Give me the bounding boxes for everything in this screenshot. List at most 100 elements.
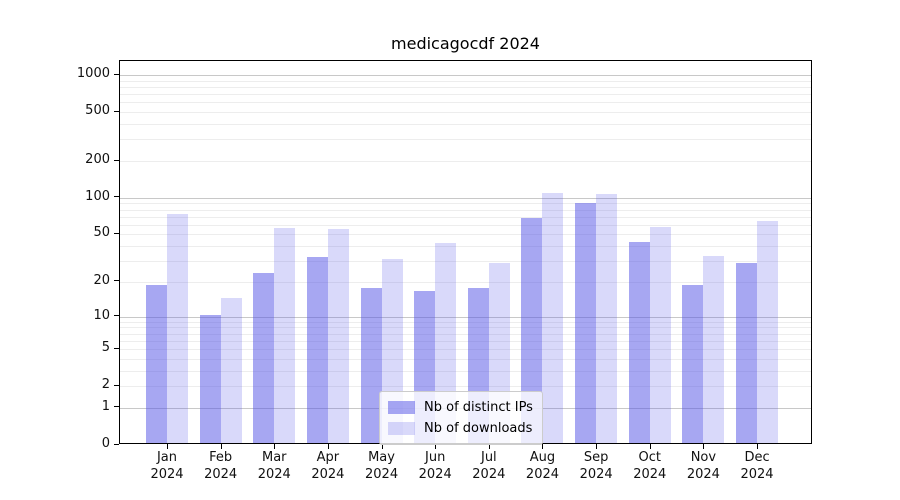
x-tick-label: Feb 2024 [189, 449, 253, 483]
x-tick-mark [167, 444, 168, 449]
gridline-minor [120, 102, 811, 104]
bar-distinct-ips [628, 241, 650, 443]
gridline-minor [120, 234, 811, 236]
x-tick-mark [703, 444, 705, 449]
bar-distinct-ips [736, 262, 758, 443]
x-tick-year: 2024 [257, 467, 291, 482]
x-tick-year: 2024 [633, 467, 667, 482]
legend-swatch-downloads [388, 422, 415, 435]
x-tick-label: Apr 2024 [296, 449, 360, 483]
gridline-minor [120, 358, 811, 360]
gridline-minor [120, 139, 811, 141]
gridline-minor [120, 203, 811, 205]
y-tick-mark [114, 159, 119, 161]
x-tick-year: 2024 [150, 467, 184, 482]
gridline-major [120, 75, 811, 77]
gridline-minor [120, 124, 811, 126]
x-tick-label: Mar 2024 [242, 449, 306, 483]
gridline-minor [120, 321, 811, 323]
legend: Nb of distinct IPs Nb of downloads [379, 391, 543, 445]
x-tick-year: 2024 [365, 467, 399, 482]
bar-distinct-ips [682, 285, 704, 443]
x-tick-label: Oct 2024 [618, 449, 682, 483]
bar-distinct-ips [360, 288, 382, 443]
gridline-minor [120, 224, 811, 226]
y-tick-mark [114, 196, 119, 198]
bar-downloads [649, 227, 671, 443]
y-tick-mark [114, 315, 119, 317]
gridline-minor [120, 80, 811, 82]
x-tick-mark [596, 444, 598, 449]
y-tick-mark [114, 232, 119, 234]
gridline-minor [120, 112, 811, 114]
x-tick-label: May 2024 [350, 449, 414, 483]
bar-distinct-ips [199, 314, 221, 443]
gridline-minor [120, 386, 811, 388]
bar-downloads [220, 298, 242, 443]
y-tick-label: 500 [85, 103, 110, 119]
legend-item-downloads: Nb of downloads [388, 418, 533, 439]
x-tick-label: Aug 2024 [510, 449, 574, 483]
x-tick-label: Dec 2024 [725, 449, 789, 483]
y-tick-label: 20 [93, 272, 110, 288]
gridline-minor [120, 281, 811, 283]
gridline-minor [120, 349, 811, 351]
bar-distinct-ips [521, 217, 543, 443]
x-tick-mark [220, 444, 222, 449]
x-tick-mark [381, 444, 383, 449]
y-tick-label: 200 [85, 152, 110, 168]
y-tick-label: 10 [93, 307, 110, 323]
y-tick-mark [114, 406, 119, 408]
x-tick-mark [649, 444, 651, 449]
x-tick-mark [757, 444, 759, 449]
y-tick-mark [114, 384, 119, 386]
y-tick-mark [114, 280, 119, 282]
gridline-minor [120, 161, 811, 163]
plot-area [119, 60, 812, 444]
bar-downloads [703, 255, 725, 443]
gridline-minor [120, 370, 811, 372]
gridline-minor [120, 209, 811, 211]
legend-item-distinct-ips: Nb of distinct IPs [388, 397, 533, 418]
bar-downloads [757, 221, 779, 443]
x-tick-year: 2024 [472, 467, 506, 482]
gridline-major [120, 316, 811, 318]
x-tick-mark [488, 444, 490, 449]
y-tick-label: 1 [101, 398, 110, 414]
gridline-minor [120, 246, 811, 248]
gridline-minor [120, 94, 811, 96]
x-tick-mark [327, 444, 329, 449]
x-tick-mark [542, 444, 544, 449]
bar-downloads [327, 229, 349, 443]
x-tick-year: 2024 [204, 467, 238, 482]
legend-label: Nb of distinct IPs [424, 400, 533, 415]
x-tick-year: 2024 [311, 467, 345, 482]
gridline-minor [120, 261, 811, 263]
x-tick-label: Jan 2024 [135, 449, 199, 483]
x-tick-label: Sep 2024 [564, 449, 628, 483]
bar-distinct-ips [575, 203, 597, 443]
x-tick-label: Nov 2024 [671, 449, 735, 483]
gridline-minor [120, 216, 811, 218]
x-tick-label: Jun 2024 [403, 449, 467, 483]
x-tick-year: 2024 [525, 467, 560, 482]
x-tick-label: Jul 2024 [457, 449, 521, 483]
y-tick-label: 2 [101, 377, 110, 393]
bar-downloads [274, 228, 296, 443]
y-tick-mark [114, 443, 119, 445]
x-tick-mark [435, 444, 437, 449]
gridline-minor [120, 333, 811, 335]
bar-distinct-ips [146, 285, 167, 443]
bar-downloads [167, 214, 188, 443]
y-tick-label: 0 [101, 436, 110, 451]
gridline-minor [120, 340, 811, 342]
y-tick-label: 1000 [76, 66, 110, 82]
y-tick-label: 100 [85, 188, 110, 204]
legend-swatch-ips [388, 401, 415, 414]
x-tick-year: 2024 [686, 467, 720, 482]
bar-distinct-ips [306, 257, 328, 443]
bar-distinct-ips [253, 272, 275, 443]
bar-downloads [542, 192, 564, 443]
x-tick-year: 2024 [579, 467, 613, 482]
